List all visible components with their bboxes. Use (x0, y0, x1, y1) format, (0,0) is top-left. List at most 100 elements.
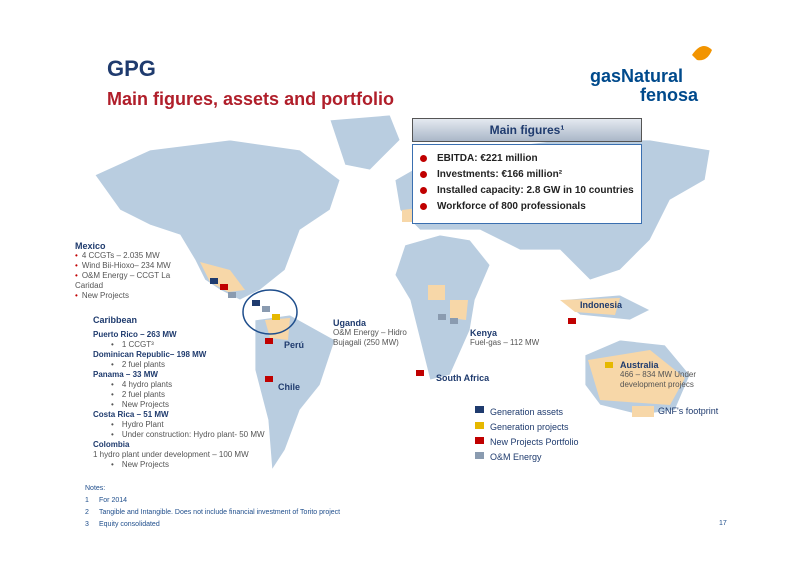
location-name: Australia (620, 360, 659, 370)
country-name: Panama – 33 MW (93, 370, 158, 379)
north-america (94, 139, 341, 301)
location-name: Chile (278, 382, 301, 392)
country-item: New Projects (93, 400, 283, 410)
logo: fenosa (640, 85, 699, 105)
greenland (329, 114, 401, 171)
page-number: 17 (719, 520, 727, 527)
flags (210, 278, 613, 382)
subtitle: Main figures, assets and portfolio (107, 89, 395, 109)
note: 2 Tangible and Intangible. Does not inclu… (85, 508, 485, 518)
flag (568, 318, 576, 324)
flag (228, 292, 236, 298)
footprint-area (428, 285, 445, 300)
note: 3 Equity consolidated (85, 520, 485, 530)
flag (450, 318, 458, 324)
legend-icon (475, 452, 484, 459)
logo: gasNatural (590, 66, 684, 86)
bullet-dot (420, 171, 427, 178)
flag (220, 284, 228, 290)
country-name: Costa Rica – 51 MW (93, 410, 169, 419)
bullet-dot (420, 187, 427, 194)
africa (394, 234, 491, 381)
bullet-dot (420, 155, 427, 162)
mexico-block: Mexico 4 CCGTs – 2.035 MWWind Bii-Hioxo–… (75, 241, 195, 301)
country-note: 1 hydro plant under development – 100 MW (93, 450, 249, 459)
note-text: Tangible and Intangible. Does not includ… (99, 509, 341, 516)
main-figures-list: EBITDA: €221 million Investments: €166 mi… (420, 153, 634, 212)
notes-title: Notes: (85, 485, 106, 492)
location-name: South Africa (436, 373, 490, 383)
flag (252, 300, 260, 306)
main-figures-box: EBITDA: €221 million Investments: €166 mi… (412, 144, 642, 224)
legend-icon (632, 406, 654, 417)
main-figure-text: EBITDA: €221 million (437, 153, 538, 164)
main-figure: Investments: €166 million² (420, 169, 634, 180)
mexico-item: Wind Bii-Hioxo– 234 MW (75, 261, 195, 271)
flag (262, 306, 270, 312)
note-number: 1 (85, 497, 89, 504)
country-items: 1 CCGT³ (93, 340, 283, 350)
flag (210, 278, 218, 284)
location-name: Perú (284, 340, 305, 350)
note-text: Equity consolidated (99, 521, 160, 528)
mexico-list: 4 CCGTs – 2.035 MWWind Bii-Hioxo– 234 MW… (75, 251, 195, 301)
main-figure: Workforce of 800 professionals (420, 201, 634, 212)
note-number: 2 (85, 509, 89, 516)
country-item: Under construction: Hydro plant- 50 MW (93, 430, 283, 440)
country-item: 1 CCGT³ (93, 340, 283, 350)
country-items: 4 hydro plants2 fuel plantsNew Projects (93, 380, 283, 410)
legend-icons (475, 406, 654, 459)
note-number: 3 (85, 521, 89, 528)
location-block: Kenya Fuel-gas – 112 MW (470, 328, 570, 348)
notes: Notes: 1 For 2014 2 Tangible and Intangible… (85, 484, 485, 530)
country-item: 2 fuel plants (93, 360, 283, 370)
flag (438, 314, 446, 320)
footprint-area (200, 262, 245, 292)
country-item: 4 hydro plants (93, 380, 283, 390)
location-block: Australia 466 – 834 MW Under development… (620, 360, 710, 390)
flag (416, 370, 424, 376)
location-name: Kenya (470, 328, 498, 338)
legend-label: Generation assets (490, 407, 564, 417)
legend-label: GNF's footprint (658, 406, 719, 416)
location-detail: Fuel-gas – 112 MW (470, 338, 540, 347)
legend-label: New Projects Portfolio (490, 437, 579, 447)
mexico-item: 4 CCGTs – 2.035 MW (75, 251, 195, 261)
bullet-dot (420, 203, 427, 210)
title: GPG (107, 56, 156, 81)
main-figures-title: Main figures¹ (412, 118, 642, 142)
location-name: Uganda (333, 318, 367, 328)
flag (272, 314, 280, 320)
main-figure-text: Investments: €166 million² (437, 169, 563, 180)
logo-butterfly (692, 46, 712, 61)
country-items: New Projects (93, 460, 283, 470)
country-items: Hydro PlantUnder construction: Hydro pla… (93, 420, 283, 440)
legend-icon (475, 406, 484, 413)
caribbean-title: Caribbean (93, 315, 138, 325)
country-item: New Projects (93, 460, 283, 470)
main-figure-text: Workforce of 800 professionals (437, 201, 586, 212)
legend-label: Generation projects (490, 422, 569, 432)
note-text: For 2014 (99, 497, 128, 504)
location-block: Uganda O&M Energy – Hidro Bujagali (250 … (333, 318, 423, 348)
country-name: Puerto Rico – 263 MW (93, 330, 177, 339)
flag (605, 362, 613, 368)
country-items: 2 fuel plants (93, 360, 283, 370)
location-detail: O&M Energy – Hidro Bujagali (250 MW) (333, 328, 407, 347)
legend-label: O&M Energy (490, 452, 542, 462)
country-item: Hydro Plant (93, 420, 283, 430)
location-detail: 466 – 834 MW Under development projecs (620, 370, 697, 389)
legend-icon (475, 422, 484, 429)
caribbean-block: Caribbean Puerto Rico – 263 MW1 CCGT³Dom… (93, 315, 283, 470)
legend: Generation assets Generation projects New … (490, 405, 579, 465)
main-figure: Installed capacity: 2.8 GW in 10 countri… (420, 185, 634, 196)
country-item: 2 fuel plants (93, 390, 283, 400)
mexico-item: New Projects (75, 291, 195, 301)
flag (265, 376, 273, 382)
main-figure: EBITDA: €221 million (420, 153, 634, 164)
footprint-area (560, 298, 620, 315)
country-name: Colombia (93, 440, 130, 449)
